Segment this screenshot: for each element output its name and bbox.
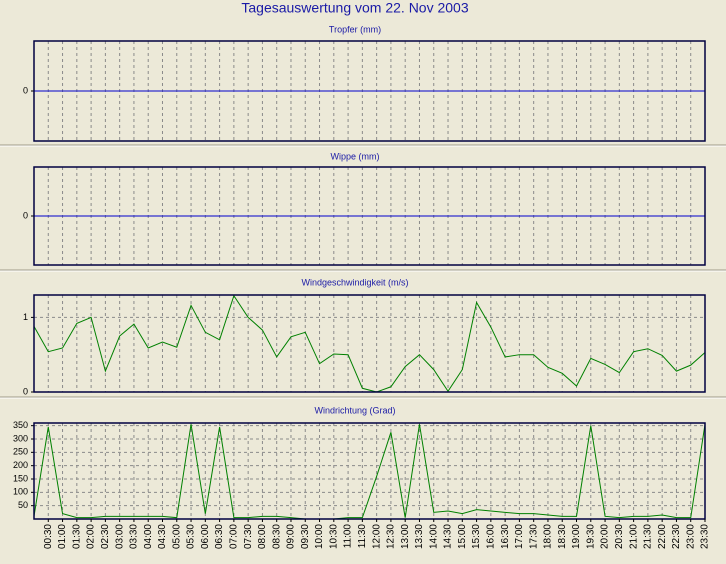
x-tick-label: 11:30 — [357, 524, 368, 549]
y-tick-label: 150 — [13, 473, 28, 483]
x-tick-label: 03:00 — [114, 524, 125, 549]
x-tick-label: 05:00 — [171, 524, 182, 549]
x-tick-label: 21:00 — [628, 524, 639, 549]
x-tick-label: 01:30 — [71, 524, 82, 549]
x-tick-label: 20:00 — [600, 524, 611, 549]
x-tick-label: 23:30 — [700, 524, 711, 549]
y-tick-label: 250 — [13, 447, 28, 457]
x-tick-label: 09:00 — [286, 524, 297, 549]
x-tick-label: 14:30 — [443, 524, 454, 549]
panel-title: Tropfer (mm) — [329, 24, 381, 34]
x-tick-label: 22:00 — [657, 524, 668, 549]
x-tick-label: 19:00 — [571, 524, 582, 549]
x-tick-label: 13:30 — [414, 524, 425, 549]
y-tick-label: 300 — [13, 433, 28, 443]
x-tick-label: 14:00 — [428, 524, 439, 549]
plot-frame — [33, 294, 706, 393]
x-tick-label: 00:30 — [43, 524, 54, 549]
x-tick-label: 12:30 — [386, 524, 397, 549]
y-tick-label: 100 — [13, 487, 28, 497]
x-tick-label: 11:00 — [343, 524, 354, 549]
x-tick-label: 17:30 — [528, 524, 539, 549]
x-tick-label: 13:00 — [400, 524, 411, 549]
x-tick-label: 17:00 — [514, 524, 525, 549]
x-tick-label: 20:30 — [614, 524, 625, 549]
x-tick-label: 21:30 — [643, 524, 654, 549]
page-title: Tagesauswertung vom 22. Nov 2003 — [241, 0, 468, 16]
x-tick-label: 23:00 — [685, 524, 696, 549]
x-tick-label: 15:00 — [457, 524, 468, 549]
x-tick-label: 05:30 — [186, 524, 197, 549]
plot-frame — [33, 166, 706, 266]
x-tick-label: 04:00 — [143, 524, 154, 549]
y-tick-label: 0 — [23, 85, 28, 95]
x-tick-label: 10:00 — [314, 524, 325, 549]
x-tick-label: 16:00 — [485, 524, 496, 549]
x-tick-label: 07:30 — [243, 524, 254, 549]
panel-title: Windrichtung (Grad) — [314, 405, 395, 415]
x-tick-label: 15:30 — [471, 524, 482, 549]
x-tick-label: 10:30 — [328, 524, 339, 549]
panel-title: Wippe (mm) — [331, 151, 380, 161]
x-tick-label: 19:30 — [585, 524, 596, 549]
x-tick-label: 07:00 — [229, 524, 240, 549]
x-tick-label: 08:30 — [271, 524, 282, 549]
x-tick-label: 06:00 — [200, 524, 211, 549]
y-tick-label: 0 — [23, 210, 28, 220]
x-tick-label: 12:00 — [371, 524, 382, 549]
x-tick-label: 18:30 — [557, 524, 568, 549]
plot-frame — [33, 40, 706, 142]
x-tick-label: 01:00 — [57, 524, 68, 549]
x-tick-label: 02:00 — [86, 524, 97, 549]
x-tick-label: 16:30 — [500, 524, 511, 549]
data-line — [33, 294, 706, 393]
x-tick-label: 22:30 — [671, 524, 682, 549]
data-line — [33, 424, 706, 520]
x-tick-label: 18:00 — [543, 524, 554, 549]
x-tick-label: 09:30 — [300, 524, 311, 549]
y-tick-label: 50 — [18, 500, 28, 510]
y-tick-label: 1 — [23, 312, 28, 322]
x-tick-label: 03:30 — [129, 524, 140, 549]
plot-frame — [33, 422, 706, 520]
x-tick-label: 08:00 — [257, 524, 268, 549]
y-tick-label: 0 — [23, 386, 28, 396]
y-tick-label: 350 — [13, 420, 28, 430]
y-tick-label: 200 — [13, 460, 28, 470]
panel-title: Windgeschwindigkeit (m/s) — [301, 277, 408, 287]
x-tick-label: 06:30 — [214, 524, 225, 549]
x-tick-label: 02:30 — [100, 524, 111, 549]
x-tick-label: 04:30 — [157, 524, 168, 549]
